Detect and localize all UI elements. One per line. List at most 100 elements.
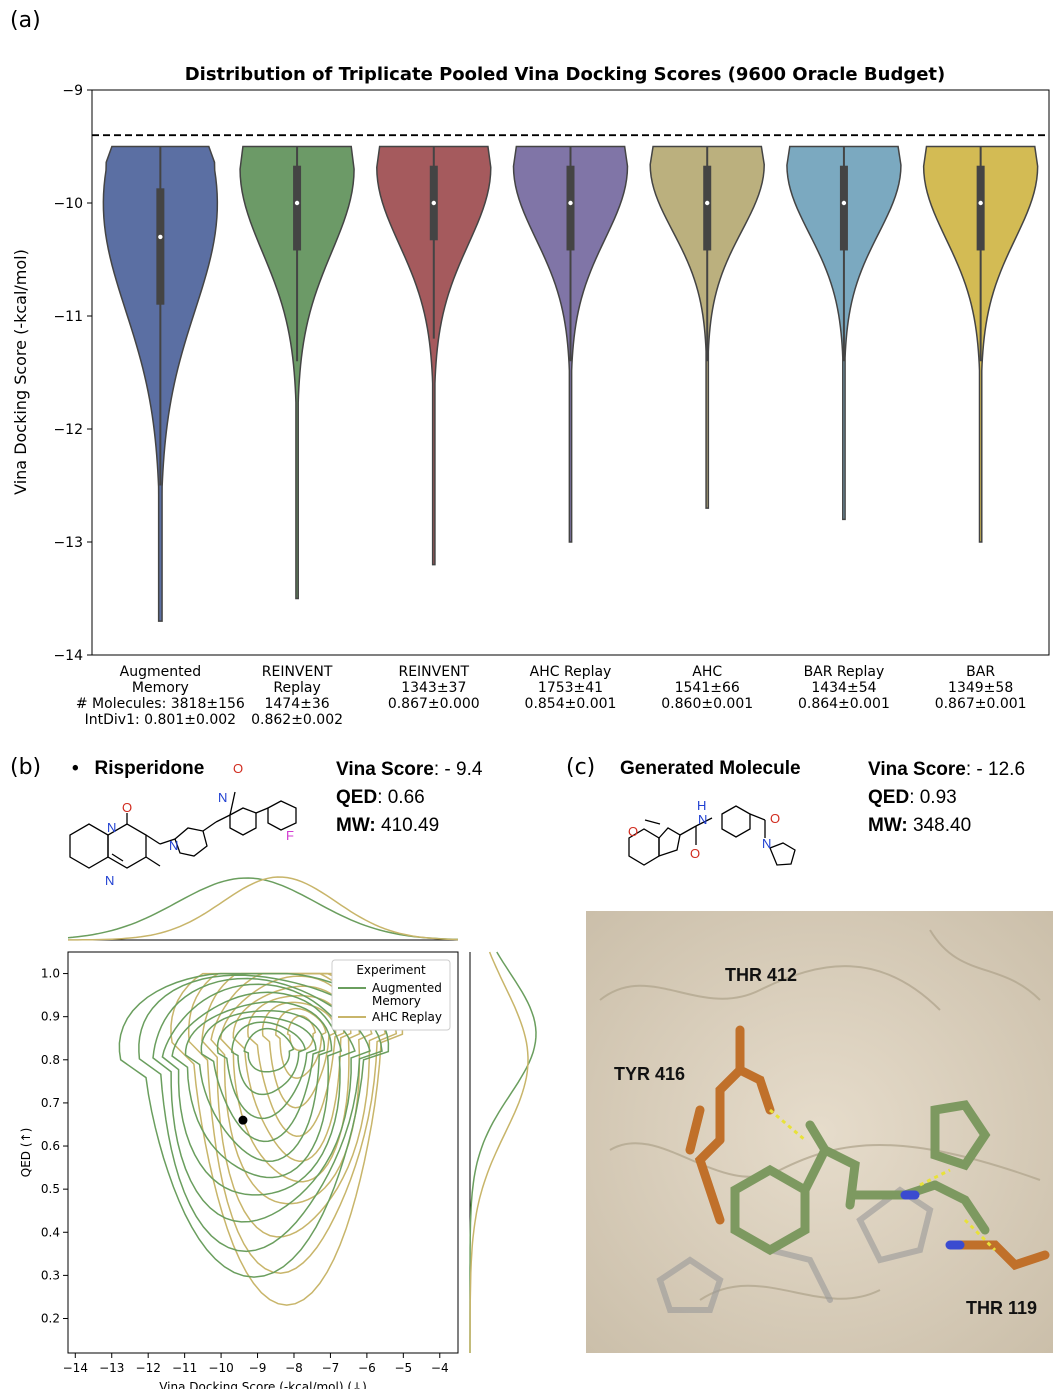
- qed-label: QED: [336, 787, 378, 808]
- hbond-lines: [769, 1108, 997, 1252]
- intdiv-label: IntDiv1: 0.801±0.002: [85, 712, 236, 728]
- risperidone-atoms: N O N N N O F: [105, 761, 294, 888]
- x-tick-label: −5: [394, 1361, 412, 1375]
- atom-N: N: [107, 820, 116, 835]
- kde-contour-line: [216, 1016, 317, 1120]
- vina-value: : - 12.6: [965, 759, 1026, 780]
- atom-N: N: [105, 873, 114, 888]
- y-tick-label: 0.6: [41, 1139, 60, 1153]
- x-tick-label: −13: [99, 1361, 124, 1375]
- bullet: •: [72, 758, 79, 779]
- violin-chart-title: Distribution of Triplicate Pooled Vina D…: [185, 64, 946, 85]
- molecule-count-label: 1343±37: [401, 680, 466, 696]
- molecule-count-label: 1434±54: [811, 680, 876, 696]
- y-tick-label: 0.4: [41, 1225, 60, 1239]
- x-category-label: Augmented: [120, 664, 201, 680]
- molecule-count-label: 1541±66: [675, 680, 740, 696]
- violin-body: [376, 145, 492, 566]
- legend-label: Augmented: [372, 981, 442, 995]
- generated-properties: Vina Score: - 12.6 QED: 0.93 MW: 348.40: [868, 756, 1025, 840]
- atom-O: O: [628, 824, 638, 839]
- atom-H: H: [697, 798, 706, 813]
- legend-title: Experiment: [356, 963, 426, 977]
- kde-contour-line: [210, 972, 373, 1205]
- y-tick-label: −12: [53, 422, 83, 438]
- y-tick-label: 1.0: [41, 967, 60, 981]
- kde-contour-line: [152, 977, 371, 1223]
- atom-O: O: [233, 761, 243, 776]
- violin-median: [705, 200, 710, 206]
- molecule-count-label: 1753±41: [538, 680, 603, 696]
- legend-box: [331, 959, 451, 1031]
- mw-value: 348.40: [907, 815, 972, 836]
- x-category-label: REINVENT: [262, 664, 333, 680]
- intdiv-label: 0.867±0.000: [388, 696, 480, 712]
- qed-value: : 0.66: [377, 787, 425, 808]
- residue-sticks: [685, 1025, 1050, 1271]
- legend-label: AHC Replay: [372, 1010, 442, 1024]
- x-category-label: Replay: [273, 680, 320, 696]
- risperidone-structure: [69, 791, 297, 869]
- atom-N: N: [218, 790, 227, 805]
- violin-iqr-box: [293, 165, 302, 251]
- ligand-sticks: [730, 1100, 991, 1256]
- kde-contour-line: [201, 972, 387, 1238]
- x-category-label: AHC Replay: [530, 664, 612, 680]
- y-tick-label: 0.9: [41, 1010, 60, 1024]
- plot-frame: [91, 89, 1050, 656]
- y-tick-label: −14: [53, 648, 83, 664]
- molecule-count-label: 1349±58: [948, 680, 1013, 696]
- kde-contour-line: [219, 975, 361, 1183]
- x-category-label: AHC: [692, 664, 722, 680]
- vina-label: Vina Score: [336, 759, 434, 780]
- generated-molecule-structure: [628, 805, 796, 866]
- violin-median: [568, 200, 573, 206]
- atom-O: O: [690, 846, 700, 861]
- kde-x-axis-label: Vina Docking Score (-kcal/mol) (↓): [159, 1380, 367, 1389]
- y-tick-label: −13: [53, 535, 83, 551]
- violin-iqr-box: [566, 165, 575, 251]
- risperidone-title: • Risperidone: [72, 758, 204, 780]
- risperidone-marker: [238, 1115, 248, 1125]
- x-tick-label: −11: [172, 1361, 197, 1375]
- kde-contour-line: [200, 1009, 326, 1143]
- intdiv-label: 0.862±0.002: [251, 712, 343, 728]
- violin-iqr-box: [976, 165, 985, 251]
- kde-contour-line: [118, 972, 390, 1278]
- y-tick-label: −11: [53, 309, 83, 325]
- violin-iqr-box: [703, 165, 712, 251]
- violin-iqr-box: [839, 165, 848, 251]
- kde-contour-line: [231, 1021, 307, 1096]
- panel-label-a: (a): [10, 8, 41, 33]
- top-marginal-curve: [67, 877, 459, 941]
- kde-contour-line: [243, 1027, 295, 1073]
- residue-label-thr412: THR 412: [725, 965, 798, 985]
- kde-contour-line: [261, 1001, 337, 1109]
- residue-label-tyr416: TYR 416: [614, 1064, 686, 1084]
- violin-median: [294, 200, 300, 206]
- protein-surface: [586, 911, 1053, 1353]
- right-marginal-curve: [469, 951, 537, 1353]
- x-category-label: BAR Replay: [804, 664, 885, 680]
- x-tick-label: −4: [431, 1361, 449, 1375]
- risperidone-properties: Vina Score: - 9.4 QED: 0.66 MW: 410.49: [336, 756, 482, 840]
- atom-F: F: [286, 828, 294, 843]
- intdiv-label: 0.860±0.001: [661, 696, 753, 712]
- kde-contour-line: [275, 1007, 327, 1079]
- risperidone-name: Risperidone: [94, 758, 205, 779]
- x-tick-label: −8: [285, 1361, 303, 1375]
- violin-y-axis-label: Vina Docking Score (-kcal/mol): [11, 249, 30, 495]
- x-tick-label: −9: [249, 1361, 267, 1375]
- y-tick-label: 0.5: [41, 1182, 60, 1196]
- molecule-count-label: 1474±36: [264, 696, 329, 712]
- x-tick-label: −7: [322, 1361, 340, 1375]
- generated-molecule-title: Generated Molecule: [620, 758, 801, 779]
- mw-label: MW:: [336, 815, 376, 836]
- atom-O: O: [770, 811, 780, 826]
- kde-contour-line: [184, 1001, 333, 1163]
- violin-body: [239, 145, 355, 600]
- y-tick-label: 0.8: [41, 1053, 60, 1067]
- violin-iqr-box: [156, 188, 165, 305]
- violin-median: [158, 234, 163, 240]
- x-tick-label: −14: [63, 1361, 88, 1375]
